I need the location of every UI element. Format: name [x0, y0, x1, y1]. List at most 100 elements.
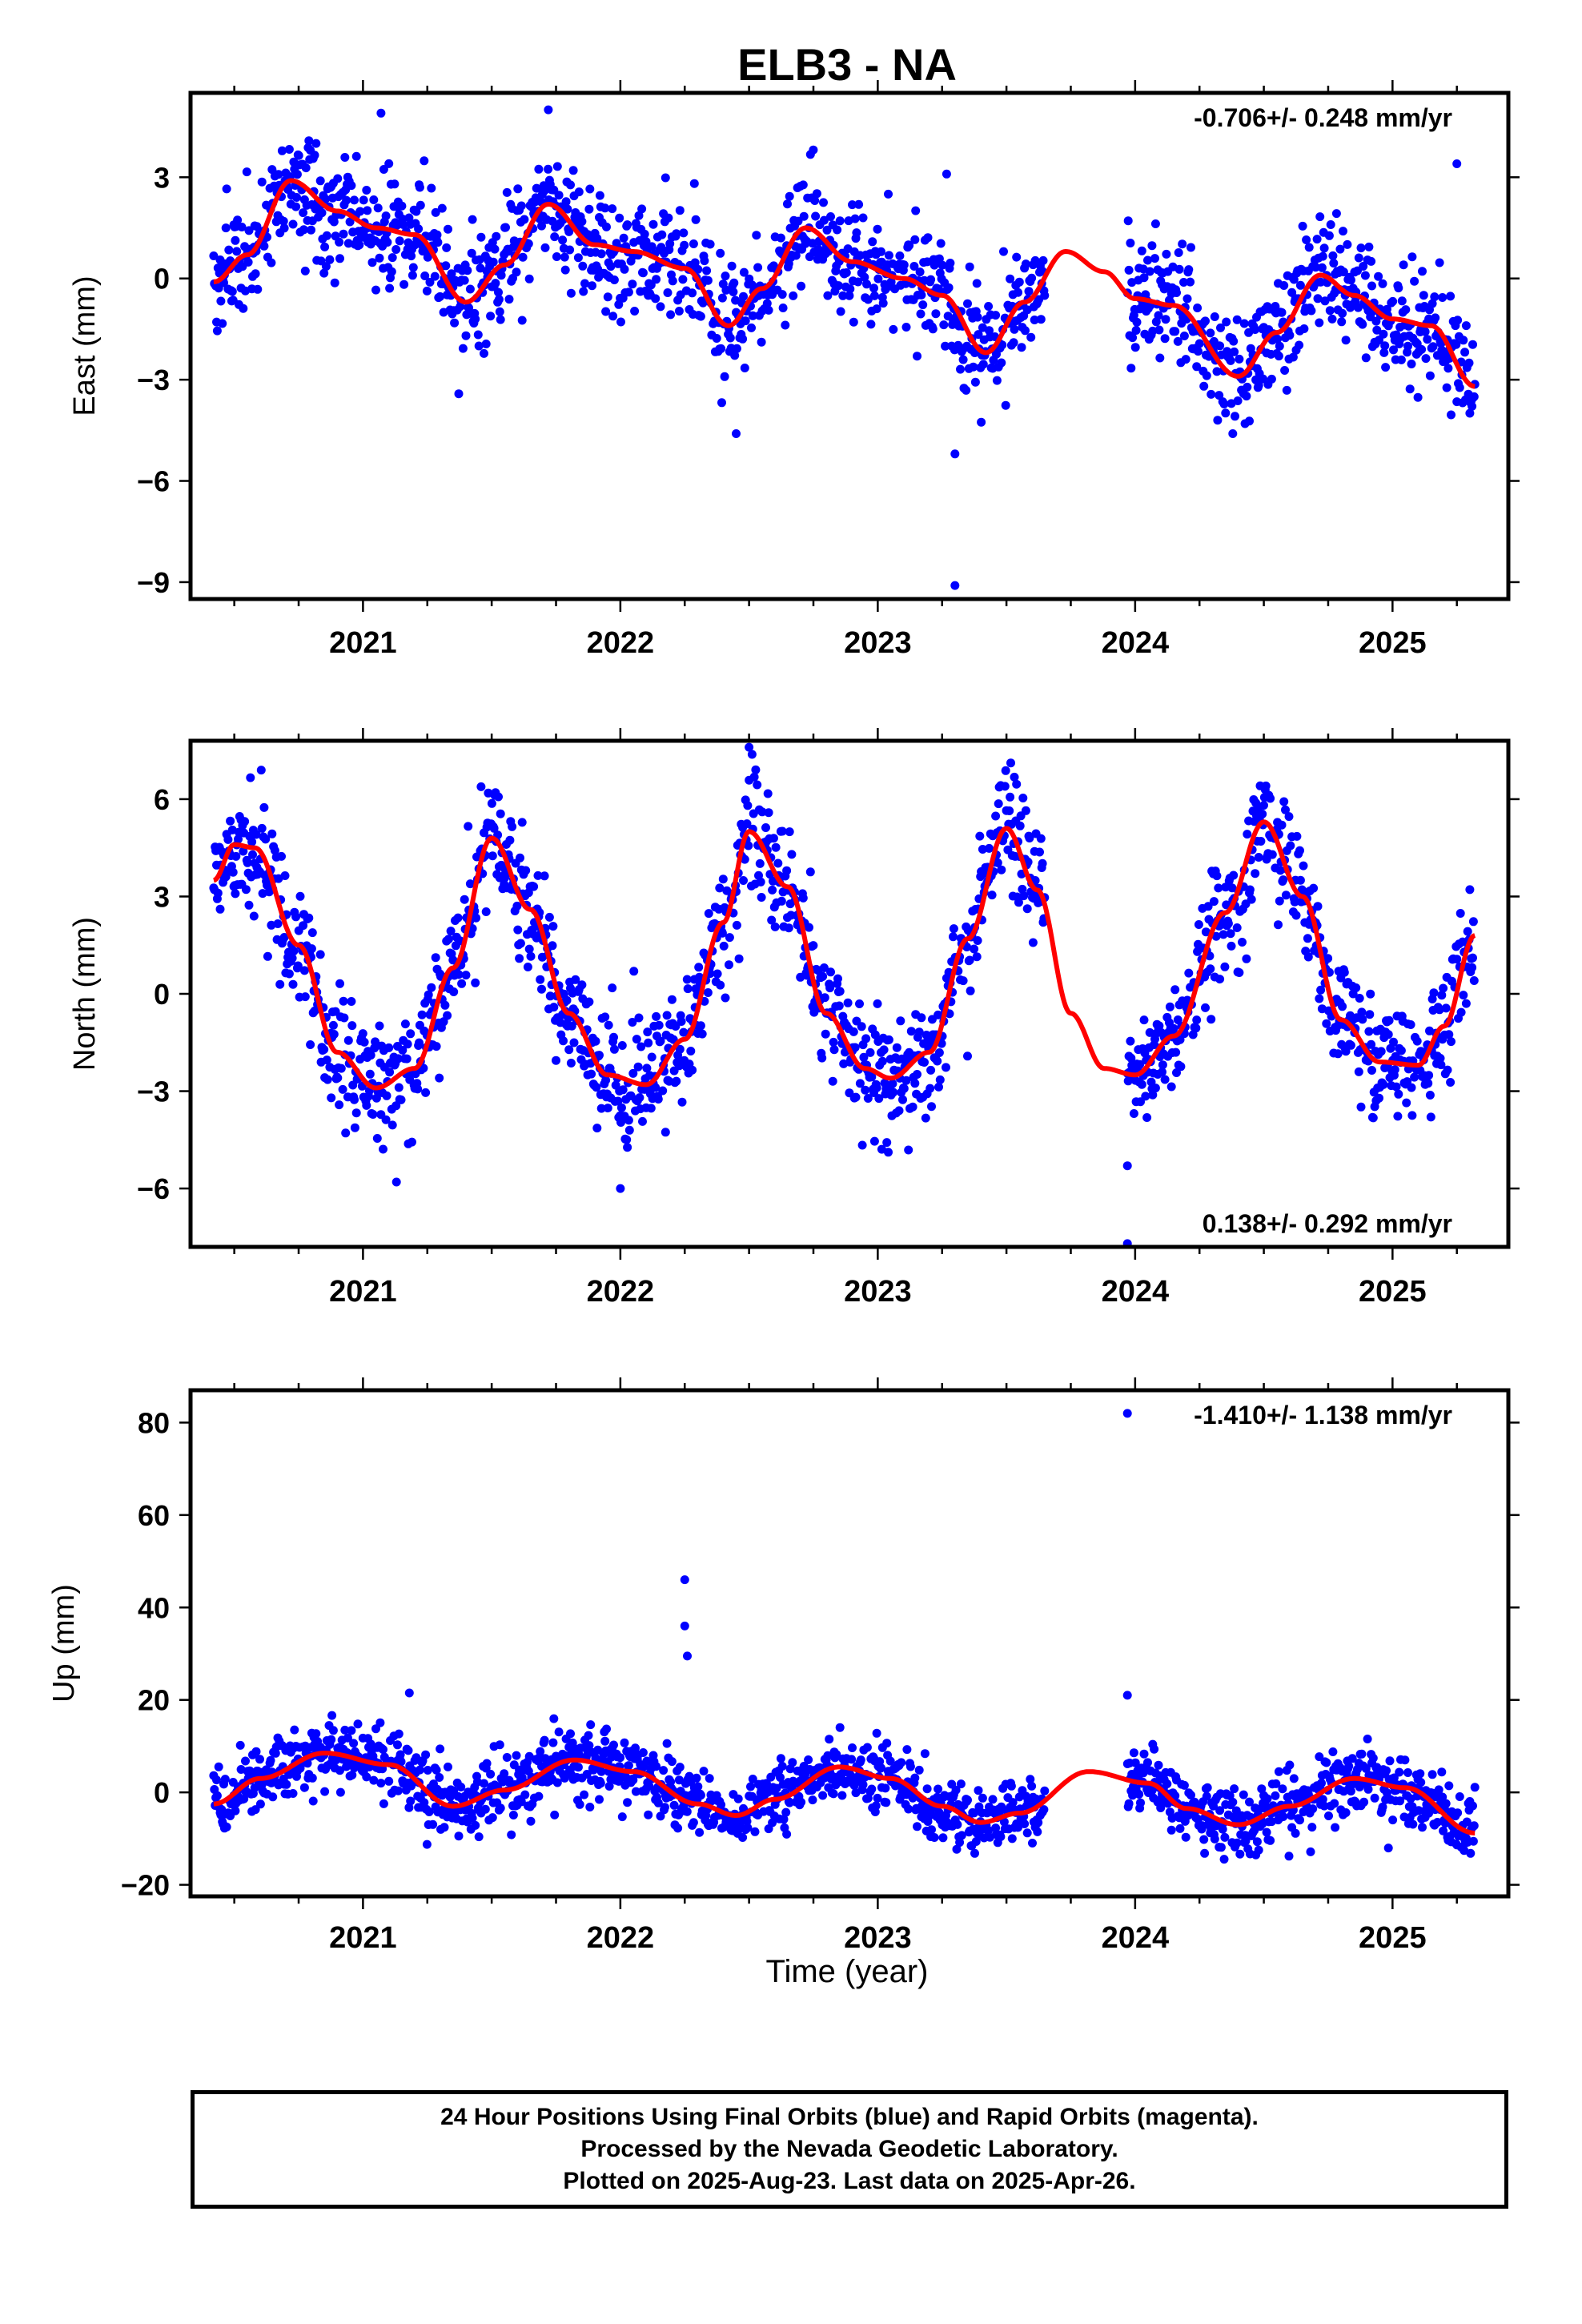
data-point	[299, 1783, 309, 1792]
data-point	[1282, 385, 1291, 395]
data-point	[934, 1082, 943, 1092]
data-point	[1262, 1827, 1271, 1837]
data-point	[486, 1769, 496, 1779]
data-point	[994, 799, 1003, 809]
data-point	[516, 939, 525, 948]
data-point	[845, 284, 855, 294]
data-point	[1407, 360, 1416, 368]
data-point	[1158, 1068, 1166, 1077]
data-point	[212, 1791, 222, 1800]
data-point	[299, 966, 309, 975]
data-point	[550, 232, 560, 242]
data-point	[910, 1079, 920, 1088]
data-point	[404, 1803, 414, 1812]
data-point	[776, 1773, 785, 1782]
data-point	[1228, 429, 1238, 438]
data-point	[1271, 1779, 1281, 1788]
data-point	[400, 279, 409, 289]
data-point	[362, 1100, 371, 1110]
data-point	[797, 1797, 806, 1807]
data-point	[946, 259, 955, 267]
data-point	[1212, 871, 1222, 881]
data-point	[658, 1086, 668, 1096]
data-point	[716, 248, 725, 258]
data-point	[732, 920, 741, 930]
data-point	[798, 180, 808, 190]
data-point	[742, 1816, 752, 1826]
data-point	[867, 1784, 877, 1794]
data-point	[695, 1827, 705, 1837]
data-point	[1165, 1002, 1174, 1011]
data-point	[396, 1095, 406, 1104]
data-point	[577, 980, 587, 990]
data-point	[518, 252, 528, 262]
data-point	[425, 277, 435, 287]
data-point	[933, 1056, 942, 1066]
data-point	[744, 841, 753, 850]
data-point	[521, 866, 531, 875]
data-point	[601, 1076, 611, 1085]
outlier-point	[745, 742, 754, 752]
data-point	[415, 1038, 424, 1047]
data-point	[431, 207, 440, 217]
data-point	[878, 299, 888, 308]
y-tick-label: 60	[138, 1499, 170, 1532]
data-point	[1443, 1065, 1452, 1075]
data-point	[561, 197, 571, 207]
data-point	[856, 1755, 865, 1765]
data-point	[802, 971, 812, 980]
data-point	[1303, 934, 1312, 943]
data-point	[791, 251, 801, 260]
data-point	[884, 1148, 893, 1157]
data-point	[985, 843, 994, 853]
x-tick-label: 2022	[587, 1921, 655, 1955]
data-point	[896, 1016, 905, 1026]
data-point	[1005, 806, 1014, 815]
data-point	[1222, 900, 1231, 910]
y-tick-label: 3	[154, 161, 170, 194]
data-point	[1302, 235, 1311, 244]
data-point	[311, 139, 321, 148]
data-point	[1311, 263, 1320, 272]
data-point	[653, 1095, 663, 1104]
data-point	[496, 315, 505, 324]
data-point	[513, 925, 523, 935]
data-point	[347, 997, 356, 1006]
data-point	[1263, 1794, 1272, 1803]
data-point	[1174, 264, 1184, 274]
data-point	[420, 156, 429, 166]
data-point	[1306, 1847, 1315, 1856]
data-point	[421, 1750, 431, 1759]
data-point	[587, 1069, 596, 1079]
data-point	[1437, 1767, 1447, 1777]
data-point	[1038, 255, 1048, 265]
data-point	[544, 164, 553, 174]
data-point	[372, 1134, 382, 1143]
data-point	[460, 275, 469, 285]
data-point	[729, 278, 739, 287]
data-point	[428, 1819, 438, 1829]
data-point	[421, 1088, 431, 1097]
data-point	[1126, 1053, 1136, 1063]
data-point	[861, 1034, 871, 1043]
data-point	[823, 291, 833, 300]
data-point	[677, 1017, 686, 1026]
data-point	[603, 1104, 612, 1113]
data-point	[914, 1027, 924, 1037]
data-point	[999, 247, 1008, 256]
data-point	[1021, 806, 1030, 815]
data-point	[359, 195, 368, 205]
data-point	[563, 204, 572, 214]
data-point	[586, 1720, 596, 1730]
data-point	[255, 1799, 265, 1809]
data-point	[720, 372, 729, 381]
data-point	[1021, 259, 1030, 269]
data-point	[259, 802, 269, 812]
data-point	[668, 276, 677, 286]
data-point	[471, 978, 480, 987]
data-point	[602, 222, 611, 231]
data-point	[566, 180, 575, 190]
data-point	[1307, 1823, 1317, 1832]
data-point	[604, 1782, 614, 1791]
data-point	[1124, 1799, 1134, 1808]
